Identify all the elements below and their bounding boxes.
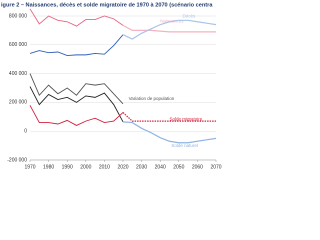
y-tick-label: 0 [24,129,27,135]
series-label: Décès [183,13,197,18]
series-line [122,121,217,144]
series-line [122,19,217,40]
series-line [122,24,216,33]
x-tick-label: 2000 [80,164,91,170]
y-tick-label: -200 000 [7,157,27,163]
chart: igure 2 – Naissances, décès et solde mig… [1,2,222,170]
x-tick-label: 2040 [155,164,166,170]
series-line [122,112,216,122]
x-tick-label: 2060 [192,164,203,170]
x-tick-label: 2030 [136,164,147,170]
y-tick-label: 200 000 [9,100,27,106]
x-tick-label: 1970 [24,164,35,170]
series-line [29,105,124,126]
y-tick-label: 800 000 [9,13,27,19]
x-tick-label: 1980 [43,164,54,170]
series-label: Solde migratoire [170,117,203,122]
series-line [29,34,124,57]
y-tick-label: 400 000 [9,71,27,77]
series-line [29,73,124,105]
series-label: Solde naturel [171,143,198,148]
x-tick-label: 2070 [210,164,221,170]
x-tick-label: 2020 [117,164,128,170]
x-tick-label: 2050 [173,164,184,170]
y-tick-label: 600 000 [9,42,27,48]
series-label: Variation de population [129,96,175,101]
x-tick-label: 2010 [99,164,110,170]
chart-title: igure 2 – Naissances, décès et solde mig… [1,2,213,8]
series-line [29,86,124,123]
series-line [29,8,124,27]
x-tick-label: 1990 [62,164,73,170]
